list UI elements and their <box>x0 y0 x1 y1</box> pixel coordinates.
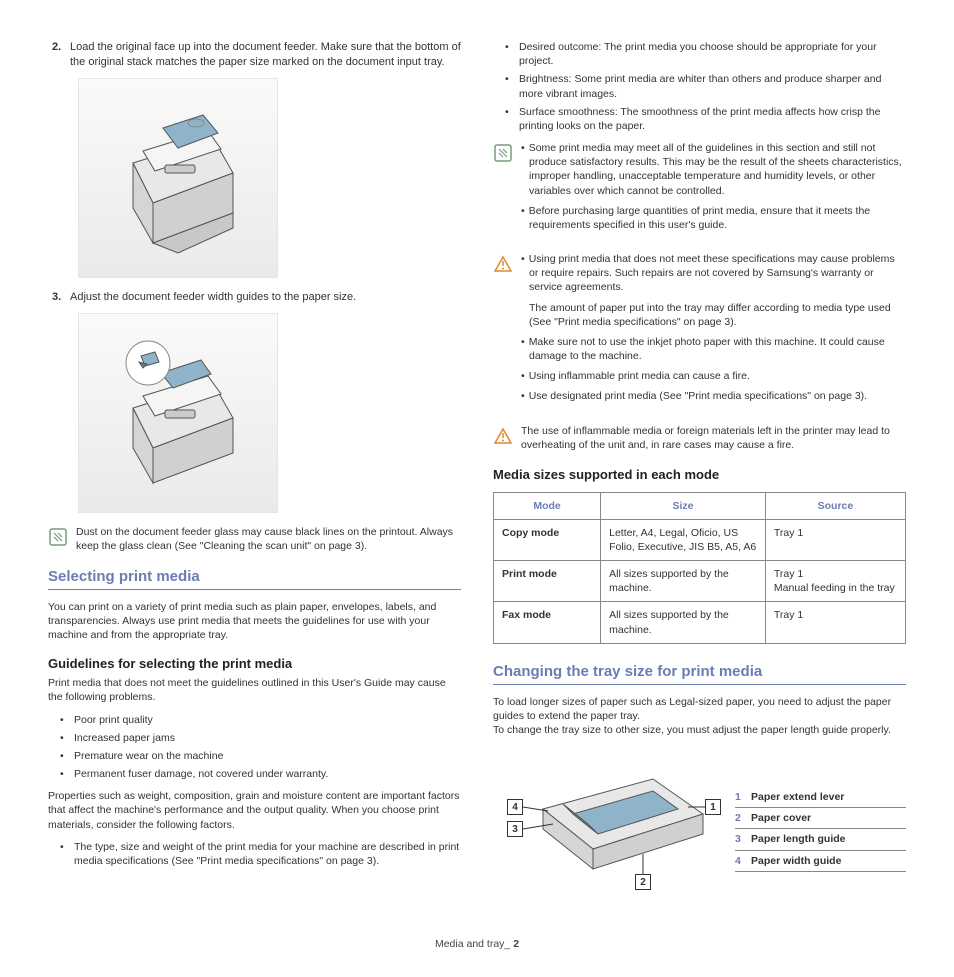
warn-line: Make sure not to use the inkjet photo pa… <box>521 335 906 363</box>
note-line: Some print media may meet all of the gui… <box>521 141 906 198</box>
heading-changing-tray: Changing the tray size for print media <box>493 662 906 685</box>
step-3-text: Adjust the document feeder width guides … <box>70 290 461 305</box>
step-3-num: 3. <box>48 290 70 305</box>
note-media-content: Some print media may meet all of the gui… <box>521 141 906 238</box>
note-line: Before purchasing large quantities of pr… <box>521 204 906 232</box>
table-cell: Fax mode <box>494 602 601 643</box>
table-cell: All sizes supported by the machine. <box>601 561 766 602</box>
callout-4: 4 <box>507 799 523 815</box>
printer-illustration-1 <box>93 93 263 263</box>
table-cell: Letter, A4, Legal, Oficio, US Folio, Exe… <box>601 519 766 560</box>
table-row: Print modeAll sizes supported by the mac… <box>494 561 906 602</box>
tray-figure: 4 3 1 2 <box>493 759 723 899</box>
note-icon <box>493 143 513 163</box>
legend-num: 1 <box>735 790 751 804</box>
step-2: 2. Load the original face up into the do… <box>48 40 461 70</box>
callout-legend: 1Paper extend lever2Paper cover3Paper le… <box>735 787 906 872</box>
legend-label: Paper extend lever <box>751 790 844 804</box>
legend-num: 4 <box>735 854 751 868</box>
tray-illustration <box>493 759 723 899</box>
factors-right: Desired outcome: The print media you cho… <box>493 40 906 133</box>
th-size: Size <box>601 492 766 519</box>
left-column: 2. Load the original face up into the do… <box>48 40 461 909</box>
warn-line: Using print media that does not meet the… <box>521 252 906 295</box>
factor-item: The type, size and weight of the print m… <box>60 840 461 868</box>
table-cell: Print mode <box>494 561 601 602</box>
page-columns: 2. Load the original face up into the do… <box>48 40 906 909</box>
para-changing-tray: To load longer sizes of paper such as Le… <box>493 695 906 738</box>
problem-item: Poor print quality <box>60 713 461 727</box>
media-sizes-table: Mode Size Source Copy modeLetter, A4, Le… <box>493 492 906 644</box>
step-2-num: 2. <box>48 40 70 70</box>
factor-item: Surface smoothness: The smoothness of th… <box>505 105 906 133</box>
callout-3: 3 <box>507 821 523 837</box>
table-header-row: Mode Size Source <box>494 492 906 519</box>
legend-row: 4Paper width guide <box>735 851 906 872</box>
legend-label: Paper length guide <box>751 832 846 846</box>
problem-item: Increased paper jams <box>60 731 461 745</box>
para-select-intro: You can print on a variety of print medi… <box>48 600 461 643</box>
problems-list: Poor print quality Increased paper jams … <box>48 713 461 782</box>
heading-selecting-print-media: Selecting print media <box>48 567 461 590</box>
table-cell: Tray 1 Manual feeding in the tray <box>765 561 905 602</box>
warning-icon <box>493 426 513 446</box>
legend-label: Paper cover <box>751 811 811 825</box>
warning-icon <box>493 254 513 274</box>
th-source: Source <box>765 492 905 519</box>
table-row: Fax modeAll sizes supported by the machi… <box>494 602 906 643</box>
steps-list-2: 3. Adjust the document feeder width guid… <box>48 290 461 305</box>
tray-diagram: 4 3 1 2 1Paper extend lever2Paper cover3… <box>493 749 906 909</box>
step-2-text: Load the original face up into the docum… <box>70 40 461 70</box>
legend-row: 1Paper extend lever <box>735 787 906 808</box>
legend-num: 2 <box>735 811 751 825</box>
table-row: Copy modeLetter, A4, Legal, Oficio, US F… <box>494 519 906 560</box>
legend-num: 3 <box>735 832 751 846</box>
problem-item: Premature wear on the machine <box>60 749 461 763</box>
figure-step3 <box>78 313 278 513</box>
legend-row: 2Paper cover <box>735 808 906 829</box>
warning-fire-text: The use of inflammable media or foreign … <box>521 424 906 452</box>
th-mode: Mode <box>494 492 601 519</box>
note-icon <box>48 527 68 547</box>
footer-page: 2 <box>513 938 519 950</box>
note-dust: Dust on the document feeder glass may ca… <box>48 525 461 553</box>
footer-prefix: Media and tray_ <box>435 938 513 950</box>
warning-media-spec: Using print media that does not meet the… <box>493 252 906 410</box>
page-footer: Media and tray_ 2 <box>48 937 906 951</box>
factor-item: Desired outcome: The print media you cho… <box>505 40 906 68</box>
warning-media-content: Using print media that does not meet the… <box>521 252 906 410</box>
note-dust-text: Dust on the document feeder glass may ca… <box>76 525 461 553</box>
table-cell: Tray 1 <box>765 519 905 560</box>
callout-1: 1 <box>705 799 721 815</box>
table-cell: All sizes supported by the machine. <box>601 602 766 643</box>
figure-step2 <box>78 78 278 278</box>
note-media-guidelines: Some print media may meet all of the gui… <box>493 141 906 238</box>
factors-left: The type, size and weight of the print m… <box>48 840 461 868</box>
step-3: 3. Adjust the document feeder width guid… <box>48 290 461 305</box>
factor-item: Brightness: Some print media are whiter … <box>505 72 906 100</box>
para-properties: Properties such as weight, composition, … <box>48 789 461 832</box>
heading-media-sizes: Media sizes supported in each mode <box>493 466 906 484</box>
table-cell: Tray 1 <box>765 602 905 643</box>
right-column: Desired outcome: The print media you cho… <box>493 40 906 909</box>
steps-list: 2. Load the original face up into the do… <box>48 40 461 70</box>
para-guidelines-intro: Print media that does not meet the guide… <box>48 676 461 704</box>
problem-item: Permanent fuser damage, not covered unde… <box>60 767 461 781</box>
callout-2: 2 <box>635 874 651 890</box>
legend-row: 3Paper length guide <box>735 829 906 850</box>
printer-illustration-2 <box>93 328 263 498</box>
warning-fire: The use of inflammable media or foreign … <box>493 424 906 452</box>
legend-label: Paper width guide <box>751 854 841 868</box>
table-cell: Copy mode <box>494 519 601 560</box>
warn-para: The amount of paper put into the tray ma… <box>521 301 906 329</box>
warn-line: Using inflammable print media can cause … <box>521 369 906 383</box>
heading-guidelines: Guidelines for selecting the print media <box>48 655 461 673</box>
warn-line: Use designated print media (See "Print m… <box>521 389 906 403</box>
